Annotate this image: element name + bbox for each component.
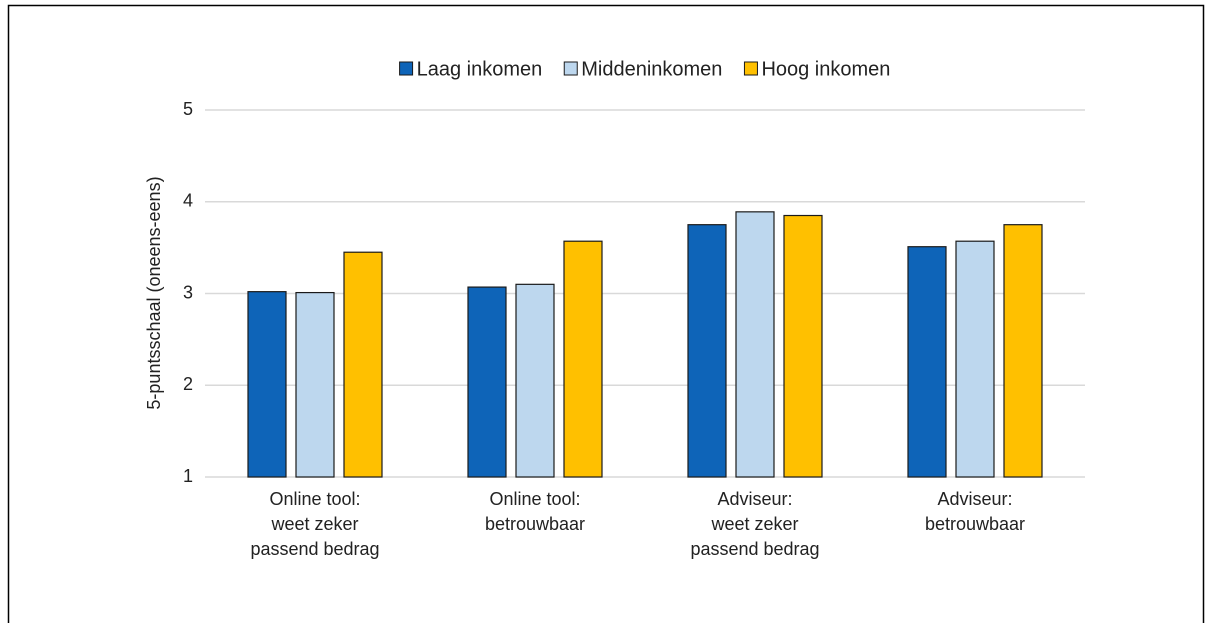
legend-label: Hoog inkomen (761, 58, 890, 80)
bar (295, 291, 335, 478)
bar (955, 240, 995, 478)
x-tick-label: Adviseur: weet zeker passend bedrag (690, 489, 819, 559)
x-tick-label: Adviseur: betrouwbaar (925, 489, 1025, 534)
legend-swatch (563, 61, 578, 76)
legend-label: Laag inkomen (417, 58, 543, 80)
x-tick-label: Online tool: weet zeker passend bedrag (250, 489, 379, 559)
frame (7, 4, 1205, 623)
legend-label: Middeninkomen (581, 58, 722, 80)
bar (1003, 224, 1043, 478)
y-axis-label: 5-puntsschaal (oneens-eens) (144, 176, 164, 409)
bar (515, 283, 555, 478)
bar (783, 214, 823, 478)
legend-swatch (743, 61, 758, 76)
y-tick-label: 2 (183, 374, 193, 394)
y-tick-label: 5 (183, 99, 193, 119)
y-tick-label: 4 (183, 191, 193, 211)
y-tick-label: 3 (183, 282, 193, 302)
bar (247, 291, 287, 478)
bar (467, 286, 507, 478)
bar (907, 246, 947, 478)
bar (563, 240, 603, 478)
bar (735, 211, 775, 478)
y-tick-label: 1 (183, 466, 193, 486)
bar (343, 251, 383, 478)
x-tick-label: Online tool: betrouwbaar (485, 489, 585, 534)
bar (687, 224, 727, 478)
legend-swatch (399, 61, 414, 76)
